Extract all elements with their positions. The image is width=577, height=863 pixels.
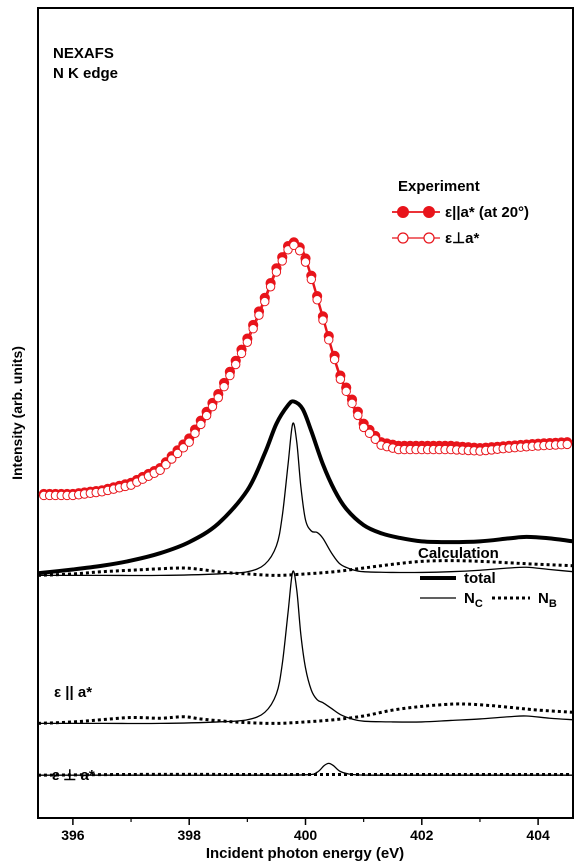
data-point-exp_perp	[265, 282, 276, 292]
data-point-exp_perp	[289, 240, 299, 251]
legend-entry-nb: NB	[492, 590, 557, 610]
data-point-exp_perp	[178, 443, 189, 453]
data-point-exp_perp	[306, 274, 317, 285]
legend-entry-exp-perp: ε⊥a*	[392, 230, 480, 247]
legend-label-nc: NC	[464, 590, 483, 610]
calculation-legend-header: Calculation	[418, 545, 499, 562]
series-line-calc_par_nc	[38, 422, 574, 577]
data-point-exp_perp	[260, 296, 270, 307]
label-polarization-perp: ε ⊥ a*	[52, 767, 95, 784]
data-point-exp_perp	[184, 437, 194, 447]
data-point-exp_perp	[318, 315, 328, 325]
legend-label-total: total	[464, 570, 496, 587]
data-point-exp_perp	[364, 428, 375, 439]
data-point-exp_perp	[161, 460, 171, 470]
data-point-exp_perp	[213, 393, 223, 403]
data-point-exp_perp	[271, 267, 282, 277]
x-tick-label-402: 402	[410, 827, 434, 843]
data-point-exp_perp	[353, 410, 363, 421]
data-point-exp_perp	[236, 348, 247, 359]
x-tick-label-396: 396	[61, 827, 85, 843]
x-tick-label-398: 398	[178, 827, 202, 843]
series-line-calc_par_nb	[37, 559, 574, 577]
x-axis-ticks: 396 398 400 402 404	[61, 818, 550, 843]
data-point-exp_perp	[219, 382, 229, 392]
data-point-exp_perp	[248, 324, 258, 334]
label-polarization-parallel: ε || a*	[54, 684, 92, 701]
series-line-calc_parallel_nb	[37, 702, 574, 725]
data-point-exp_perp	[225, 370, 235, 381]
experiment-legend-header: Experiment	[398, 178, 480, 195]
data-point-exp_perp	[254, 310, 264, 320]
panel-title-line2: N K edge	[53, 65, 118, 82]
series-line-exp_perp	[43, 244, 568, 497]
legend-label-exp-perp: ε⊥a*	[445, 230, 480, 247]
legend-marker-open-icon	[423, 232, 435, 244]
legend-label-nb-sub: B	[549, 598, 557, 610]
data-point-exp_perp	[300, 257, 311, 267]
panel-title-line1: NEXAFS	[53, 45, 114, 62]
data-point-exp_perp	[562, 439, 572, 450]
x-tick-label-400: 400	[294, 827, 318, 843]
data-point-exp_perp	[347, 398, 357, 409]
legend-marker-filled-icon	[423, 206, 435, 218]
data-point-exp_perp	[324, 335, 334, 345]
legend-marker-filled-icon	[397, 206, 409, 218]
data-point-exp_perp	[196, 419, 206, 430]
legend-entry-nc: NC	[420, 590, 483, 610]
data-point-exp_perp	[312, 295, 322, 305]
legend-label-nc-sub: C	[475, 598, 483, 610]
legend-entry-total: total	[420, 570, 496, 587]
series-line-calc_par_total	[37, 399, 574, 576]
data-point-exp_perp	[294, 246, 305, 256]
series-line-exp_parallel	[43, 241, 568, 496]
data-point-exp_perp	[201, 410, 212, 421]
data-point-exp_perp	[277, 256, 287, 266]
y-axis-label: Intensity (arb. units)	[9, 346, 25, 480]
data-point-exp_perp	[341, 386, 351, 397]
data-point-exp_perp	[242, 337, 253, 347]
legend-label-nc-main: N	[464, 590, 475, 607]
legend-label-nb-main: N	[538, 590, 549, 607]
data-point-exp_perp	[370, 434, 380, 444]
data-point-exp_perp	[155, 465, 165, 476]
data-point-exp_perp	[207, 401, 218, 412]
legend-entry-exp-parallel: ε||a* (at 20°)	[392, 204, 529, 221]
series-line-calc_parallel_nc	[38, 570, 574, 725]
x-axis-label: Incident photon energy (eV)	[206, 845, 404, 862]
legend-label-nb: NB	[538, 590, 557, 610]
data-point-exp_perp	[231, 359, 241, 370]
data-point-exp_perp	[167, 454, 177, 464]
x-tick-label-404: 404	[526, 827, 550, 843]
series-layer	[37, 237, 574, 777]
data-point-exp_perp	[329, 354, 340, 365]
data-point-exp_perp	[190, 428, 200, 439]
data-point-exp_perp	[172, 448, 183, 459]
legend-label-exp-parallel: ε||a* (at 20°)	[445, 204, 529, 221]
data-point-exp_perp	[335, 374, 346, 384]
data-point-exp_perp	[358, 422, 369, 433]
legend-marker-open-icon	[397, 232, 409, 244]
